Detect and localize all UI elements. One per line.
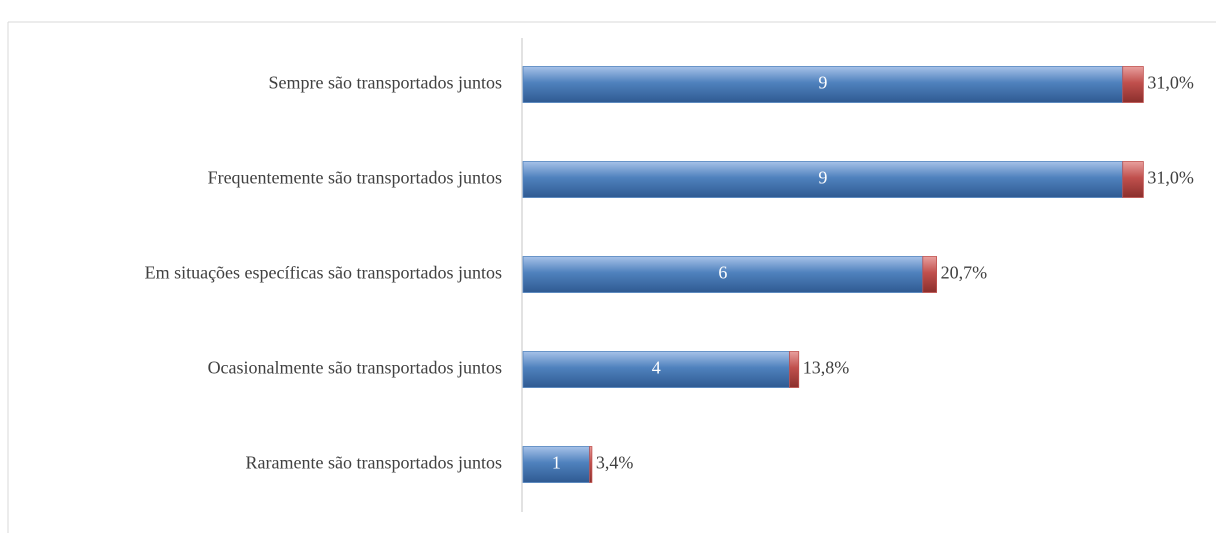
bar-segment [789,351,800,388]
category-label: Frequentemente são transportados juntos [208,168,502,188]
category-label: Raramente são transportados juntos [246,453,502,473]
value-label: 20,7% [941,263,988,283]
category-label: Sempre são transportados juntos [269,73,502,93]
value-label: 31,0% [1147,168,1194,188]
bar-segment [1122,66,1144,103]
bar-segment [589,446,593,483]
value-label: 6 [718,263,727,283]
bar-segment [522,446,591,483]
value-label: 13,8% [803,358,850,378]
value-label: 9 [818,168,827,188]
bar-segment [922,256,938,293]
value-label: 1 [552,453,561,473]
value-label: 9 [818,73,827,93]
bar-segment [522,66,1124,103]
bar-segment [522,161,1124,198]
bar-segment [522,256,924,293]
value-label: 3,4% [596,453,634,473]
bar-segment [1122,161,1144,198]
category-label: Em situações específicas são transportad… [145,263,502,283]
value-label: 4 [652,358,661,378]
bar-segment [522,351,790,388]
category-label: Ocasionalmente são transportados juntos [208,358,502,378]
value-label: 31,0% [1147,73,1194,93]
